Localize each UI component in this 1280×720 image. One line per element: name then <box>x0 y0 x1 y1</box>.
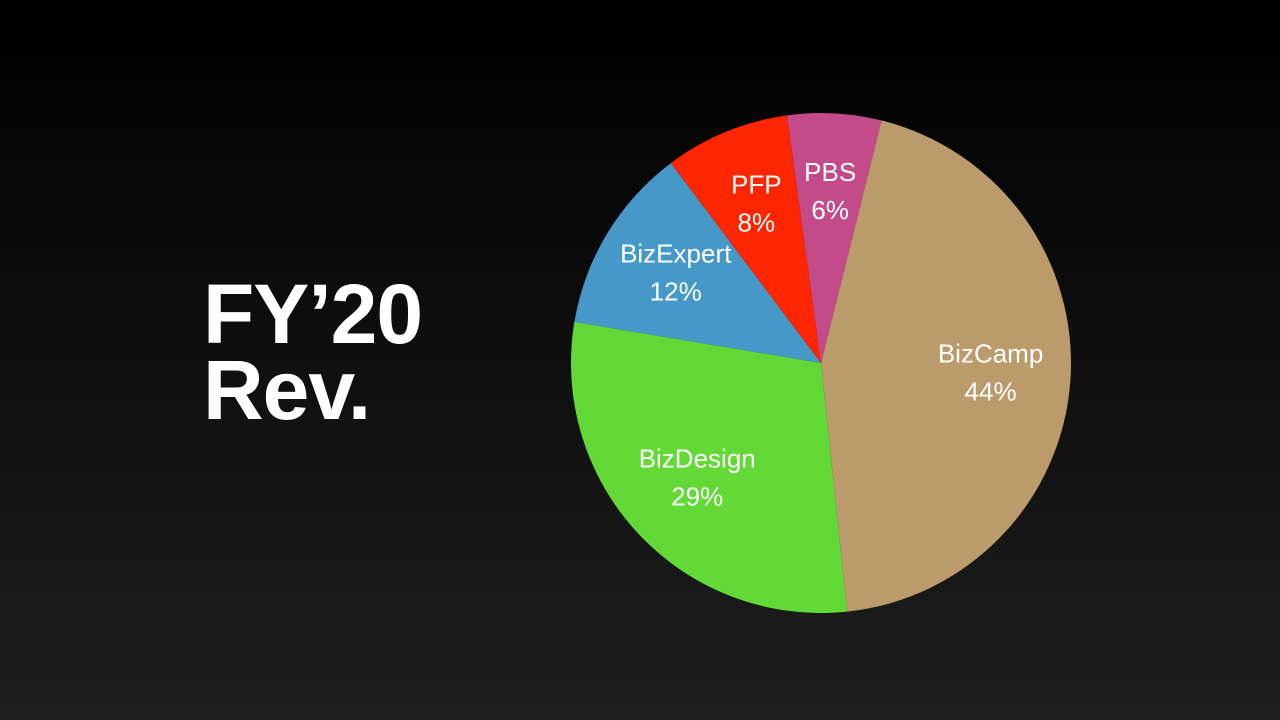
slice-label: PFP <box>731 170 782 200</box>
pie-slice <box>786 112 882 363</box>
pie-slice <box>821 120 1072 612</box>
slice-value-label: 8% <box>738 208 776 238</box>
pie-slice <box>574 163 821 363</box>
slice-value-label: 6% <box>811 195 849 225</box>
slice-label: BizExpert <box>620 239 732 269</box>
slice-value-label: 12% <box>650 277 702 307</box>
pie-slice <box>670 115 821 363</box>
chart-title: FY’20 Rev. <box>203 267 423 437</box>
slice-label: PBS <box>804 157 856 187</box>
slice-label: BizDesign <box>639 443 756 473</box>
slice-value-label: 44% <box>965 377 1017 407</box>
slice-label: BizCamp <box>938 339 1043 369</box>
pie-slice <box>571 321 848 613</box>
slice-value-label: 29% <box>671 481 723 511</box>
